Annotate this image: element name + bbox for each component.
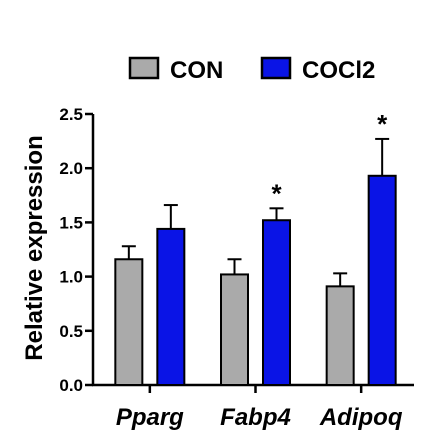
y-tick-label: 0.5 [59,322,83,341]
legend-swatch-cocl2 [260,56,292,80]
bar-con-adipoq [325,285,355,386]
bar-cocl2-fabp4 [262,219,291,386]
legend-label-cocl2: COCl2 [302,57,375,84]
legend-label-con: CON [170,57,223,84]
y-tick-label: 1.0 [59,268,83,287]
bar-cocl2-adipoq [367,174,397,386]
x-tick-label: Adipoq [319,404,403,431]
x-tick-label: Fabp4 [220,404,291,431]
y-tick-label: 2.0 [59,159,83,178]
legend: CON COCl2 [128,56,375,84]
y-axis-label: Relative expression [21,135,48,360]
legend-swatch-con [128,56,160,80]
bar-con-pparg [114,258,144,387]
plot-area: 0.0 0.5 1.0 1.5 2.0 2.5 Pparg Fabp4 * Adipoq * [59,105,414,431]
x-tick-label: Pparg [116,404,184,431]
bar-cocl2-pparg [156,227,186,386]
significance-marker: * [271,178,282,208]
bar-con-fabp4 [220,273,249,387]
y-tick-label: 0.0 [59,376,83,395]
y-tick-label: 2.5 [59,105,83,124]
y-tick-label: 1.5 [59,213,83,232]
significance-marker: * [377,109,388,139]
